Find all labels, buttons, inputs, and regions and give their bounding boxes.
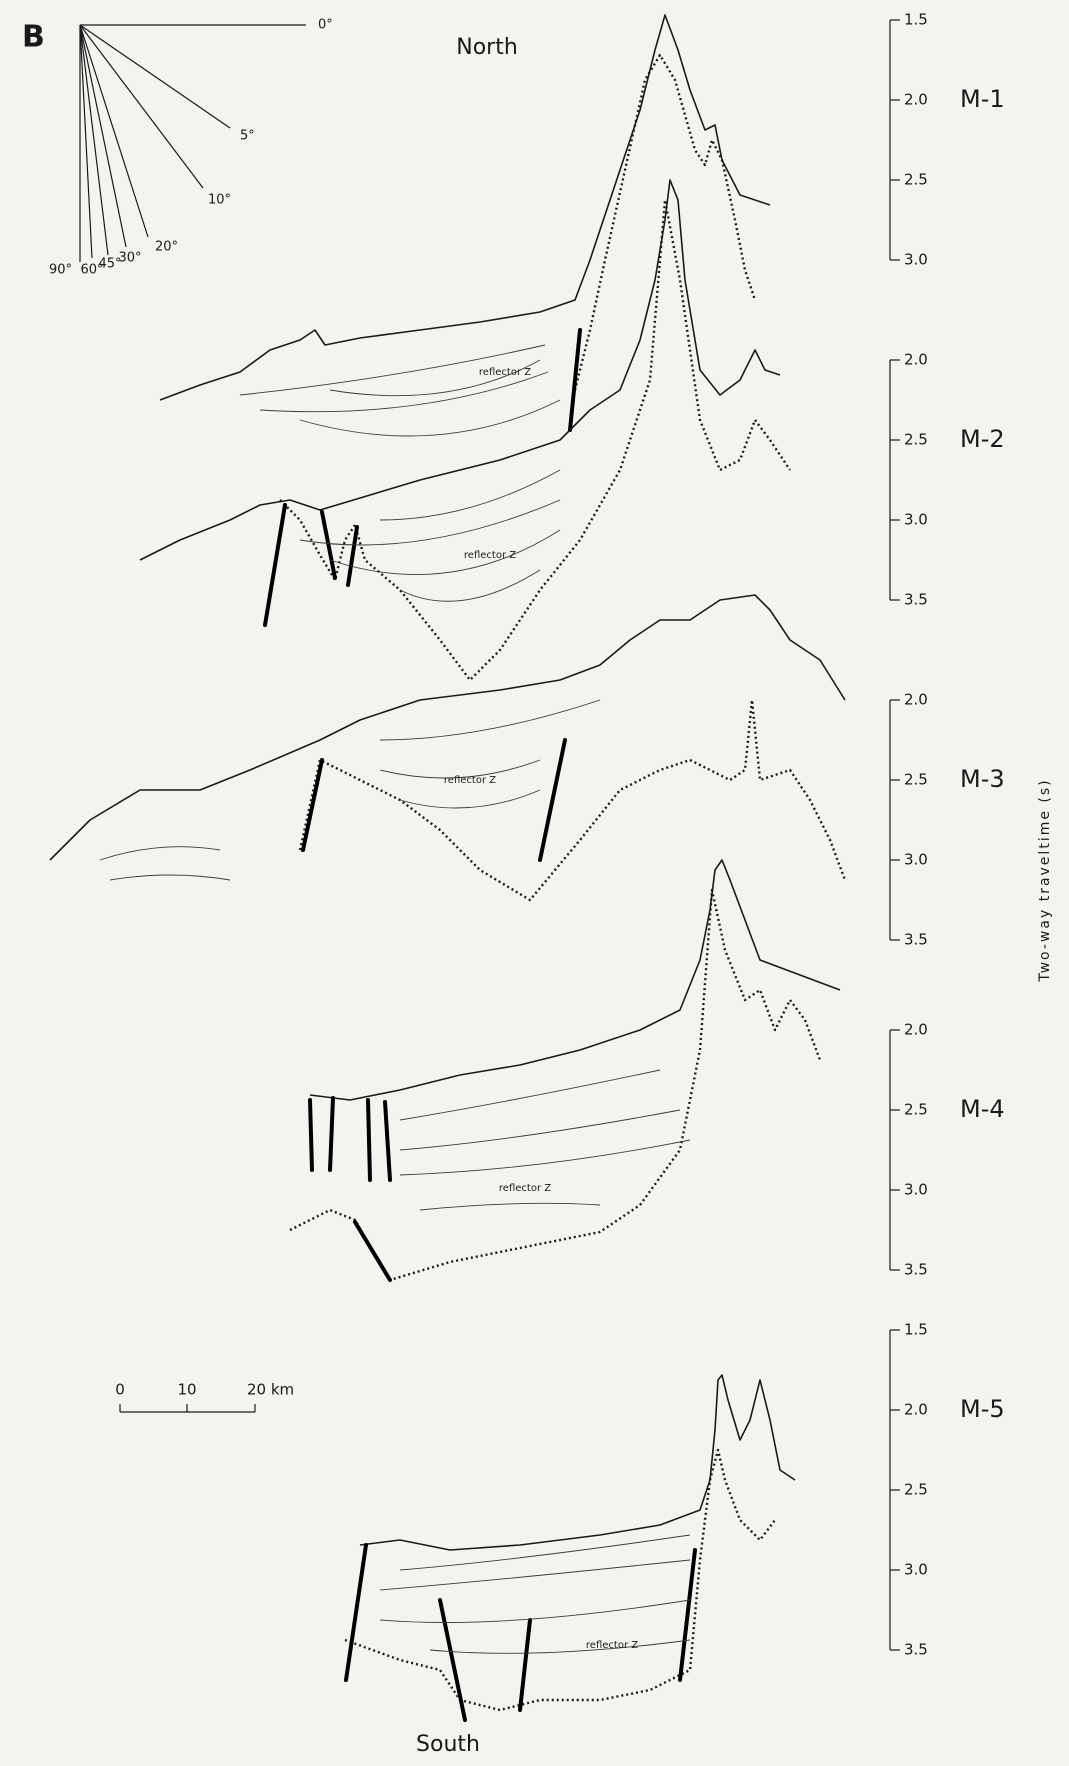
profile-m5 (344, 1374, 796, 1722)
basement (279, 198, 791, 682)
profile-label: M-2 (960, 425, 1005, 453)
fault (328, 1096, 335, 1172)
tick-label: 3.5 (904, 1641, 928, 1659)
seafloor (49, 594, 846, 861)
fault (320, 510, 337, 580)
profile-m4 (289, 859, 841, 1282)
basement (573, 53, 757, 391)
tick-label: 3.0 (904, 1561, 928, 1579)
angle-label: 5° (240, 129, 255, 144)
fault (383, 1100, 392, 1182)
tick-label: 3.0 (904, 251, 928, 269)
tick-label: 2.5 (904, 1481, 928, 1499)
tick-label: 2.0 (904, 91, 928, 109)
tick-label: 2.0 (904, 1401, 928, 1419)
tick-label: 2.0 (904, 691, 928, 709)
scale-label: 10 (177, 1381, 196, 1399)
tick-label: 2.0 (904, 351, 928, 369)
reflector (99, 699, 601, 881)
fault (366, 1098, 372, 1182)
profile-label: M-3 (960, 765, 1005, 793)
tick-label: 2.5 (904, 1101, 928, 1119)
tick-label: 3.5 (904, 591, 928, 609)
reflector (239, 344, 561, 437)
basement (298, 698, 847, 902)
annotation: reflector Z (586, 1640, 638, 1651)
angle-label: 45° (98, 257, 121, 272)
panel-label: B (22, 20, 45, 55)
angle-label: 90° (49, 263, 72, 278)
tick-label: 1.5 (904, 11, 928, 29)
tick-label: 3.0 (904, 511, 928, 529)
south-label: South (416, 1732, 480, 1757)
profile-m2 (139, 179, 791, 682)
profile-label: M-1 (960, 85, 1005, 113)
angle-line (79, 24, 231, 129)
angle-line (79, 24, 93, 259)
annotation: reflector Z (479, 367, 531, 378)
fault (263, 503, 287, 627)
angle-label: 30° (118, 251, 141, 266)
angle-label: 10° (208, 193, 231, 208)
profile-m1 (159, 14, 771, 437)
fault (344, 1543, 368, 1682)
angle-line (79, 24, 127, 248)
annotation: reflector Z (499, 1183, 551, 1194)
angle-line (79, 24, 109, 256)
annotation: reflector Z (464, 550, 516, 561)
seafloor (139, 179, 781, 561)
scale-label: 0 (115, 1381, 125, 1399)
reflector (399, 1069, 691, 1211)
fault (353, 1220, 392, 1282)
reflector (379, 1534, 691, 1654)
tick-label: 3.5 (904, 1261, 928, 1279)
fault (678, 1548, 697, 1682)
tick-label: 2.0 (904, 1021, 928, 1039)
tick-label: 3.5 (904, 931, 928, 949)
annotation: reflector Z (444, 775, 496, 786)
profile-label: M-4 (960, 1095, 1005, 1123)
fault (438, 1598, 467, 1722)
fault (568, 328, 582, 432)
reflector (299, 469, 561, 602)
angle-label: 60° (80, 263, 103, 278)
profile-label: M-5 (960, 1395, 1005, 1423)
scale-label: 20 km (247, 1381, 294, 1399)
tick-label: 3.0 (904, 851, 928, 869)
fault (346, 525, 359, 587)
tick-label: 1.5 (904, 1321, 928, 1339)
basement (289, 888, 822, 1282)
tick-label: 2.5 (904, 171, 928, 189)
profile-m3 (49, 594, 847, 902)
angle-line (79, 24, 204, 189)
north-label: North (456, 35, 518, 60)
tick-label: 2.5 (904, 771, 928, 789)
axis-title: Two-way traveltime (s) (1037, 778, 1053, 982)
tick-label: 2.5 (904, 431, 928, 449)
tick-label: 3.0 (904, 1181, 928, 1199)
angle-label: 20° (155, 240, 178, 255)
fault (308, 1098, 314, 1172)
seafloor (159, 14, 771, 401)
angle-line (79, 24, 149, 238)
seafloor (359, 1374, 796, 1551)
angle-label: 0° (318, 18, 333, 33)
fault (301, 758, 324, 852)
fault (538, 738, 567, 862)
fault (518, 1618, 532, 1712)
basement (344, 1448, 776, 1712)
seafloor (309, 859, 841, 1101)
